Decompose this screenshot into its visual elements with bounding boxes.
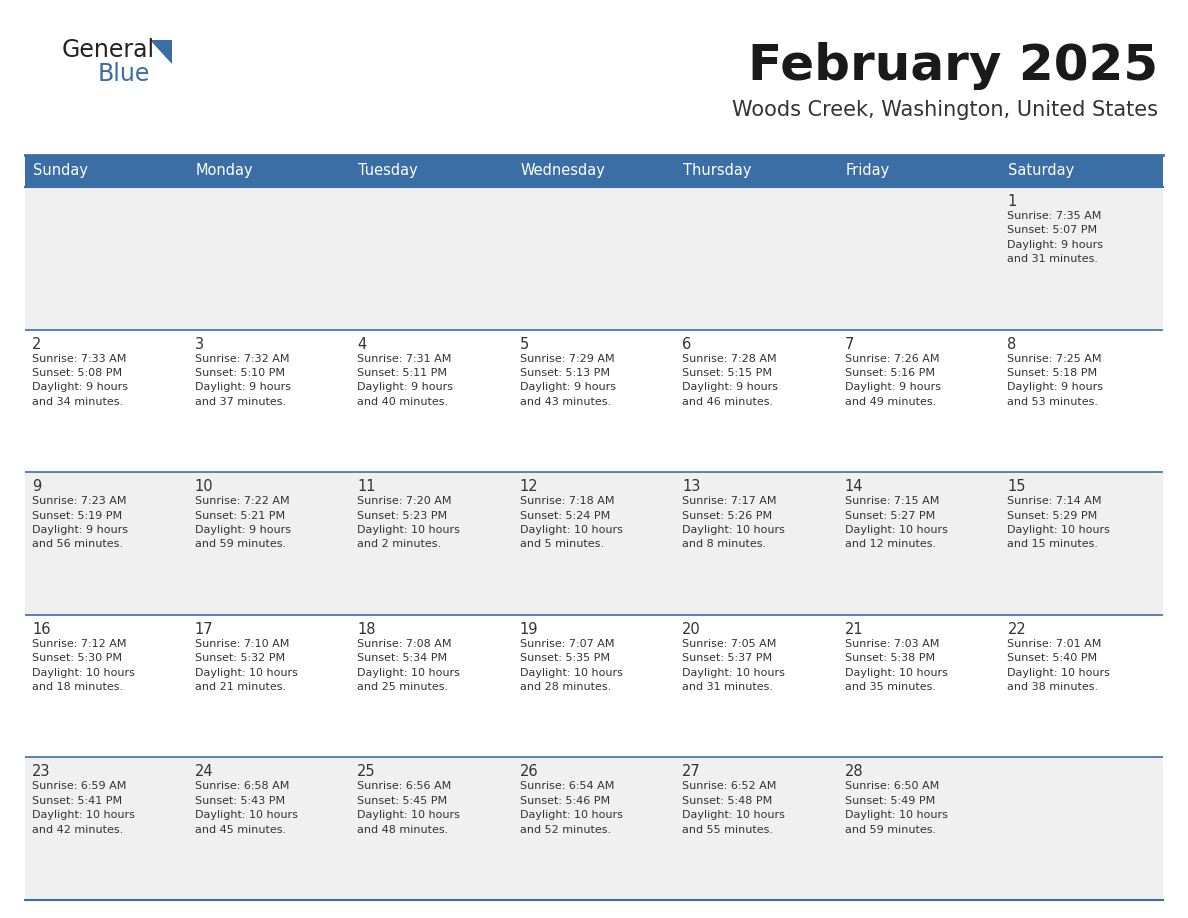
Bar <box>25 187 1163 330</box>
Text: Wednesday: Wednesday <box>520 163 606 178</box>
Text: 25: 25 <box>358 765 375 779</box>
Text: General: General <box>62 38 156 62</box>
Text: Sunrise: 7:32 AM
Sunset: 5:10 PM
Daylight: 9 hours
and 37 minutes.: Sunrise: 7:32 AM Sunset: 5:10 PM Dayligh… <box>195 353 291 407</box>
Text: 28: 28 <box>845 765 864 779</box>
Bar <box>25 757 1163 900</box>
Text: 1: 1 <box>1007 194 1017 209</box>
Text: 2: 2 <box>32 337 42 352</box>
Bar <box>25 330 1163 472</box>
Text: Sunrise: 7:14 AM
Sunset: 5:29 PM
Daylight: 10 hours
and 15 minutes.: Sunrise: 7:14 AM Sunset: 5:29 PM Dayligh… <box>1007 497 1111 549</box>
Text: Sunrise: 7:01 AM
Sunset: 5:40 PM
Daylight: 10 hours
and 38 minutes.: Sunrise: 7:01 AM Sunset: 5:40 PM Dayligh… <box>1007 639 1111 692</box>
Text: 3: 3 <box>195 337 203 352</box>
Text: Sunrise: 7:26 AM
Sunset: 5:16 PM
Daylight: 9 hours
and 49 minutes.: Sunrise: 7:26 AM Sunset: 5:16 PM Dayligh… <box>845 353 941 407</box>
Text: 14: 14 <box>845 479 864 494</box>
Text: 15: 15 <box>1007 479 1026 494</box>
Text: Monday: Monday <box>196 163 253 178</box>
Polygon shape <box>150 40 172 64</box>
Text: Sunrise: 7:22 AM
Sunset: 5:21 PM
Daylight: 9 hours
and 59 minutes.: Sunrise: 7:22 AM Sunset: 5:21 PM Dayligh… <box>195 497 291 549</box>
Text: 12: 12 <box>519 479 538 494</box>
Text: 6: 6 <box>682 337 691 352</box>
Text: Sunrise: 7:29 AM
Sunset: 5:13 PM
Daylight: 9 hours
and 43 minutes.: Sunrise: 7:29 AM Sunset: 5:13 PM Dayligh… <box>519 353 615 407</box>
Text: Sunrise: 7:07 AM
Sunset: 5:35 PM
Daylight: 10 hours
and 28 minutes.: Sunrise: 7:07 AM Sunset: 5:35 PM Dayligh… <box>519 639 623 692</box>
Text: Woods Creek, Washington, United States: Woods Creek, Washington, United States <box>732 100 1158 120</box>
Bar <box>675 155 838 187</box>
Text: 27: 27 <box>682 765 701 779</box>
Text: Sunrise: 7:31 AM
Sunset: 5:11 PM
Daylight: 9 hours
and 40 minutes.: Sunrise: 7:31 AM Sunset: 5:11 PM Dayligh… <box>358 353 453 407</box>
Text: 7: 7 <box>845 337 854 352</box>
Text: Sunrise: 7:33 AM
Sunset: 5:08 PM
Daylight: 9 hours
and 34 minutes.: Sunrise: 7:33 AM Sunset: 5:08 PM Dayligh… <box>32 353 128 407</box>
Text: 19: 19 <box>519 621 538 637</box>
Text: 22: 22 <box>1007 621 1026 637</box>
Text: 10: 10 <box>195 479 213 494</box>
Bar <box>25 615 1163 757</box>
Text: 18: 18 <box>358 621 375 637</box>
Text: 11: 11 <box>358 479 375 494</box>
Text: Sunrise: 7:18 AM
Sunset: 5:24 PM
Daylight: 10 hours
and 5 minutes.: Sunrise: 7:18 AM Sunset: 5:24 PM Dayligh… <box>519 497 623 549</box>
Text: Sunrise: 6:50 AM
Sunset: 5:49 PM
Daylight: 10 hours
and 59 minutes.: Sunrise: 6:50 AM Sunset: 5:49 PM Dayligh… <box>845 781 948 834</box>
Text: Sunrise: 7:17 AM
Sunset: 5:26 PM
Daylight: 10 hours
and 8 minutes.: Sunrise: 7:17 AM Sunset: 5:26 PM Dayligh… <box>682 497 785 549</box>
Text: Sunrise: 7:20 AM
Sunset: 5:23 PM
Daylight: 10 hours
and 2 minutes.: Sunrise: 7:20 AM Sunset: 5:23 PM Dayligh… <box>358 497 460 549</box>
Bar <box>838 155 1000 187</box>
Text: 5: 5 <box>519 337 529 352</box>
Text: Sunrise: 7:10 AM
Sunset: 5:32 PM
Daylight: 10 hours
and 21 minutes.: Sunrise: 7:10 AM Sunset: 5:32 PM Dayligh… <box>195 639 297 692</box>
Bar <box>25 472 1163 615</box>
Bar <box>350 155 513 187</box>
Text: Thursday: Thursday <box>683 163 752 178</box>
Text: Tuesday: Tuesday <box>358 163 418 178</box>
Text: 20: 20 <box>682 621 701 637</box>
Text: Sunrise: 7:15 AM
Sunset: 5:27 PM
Daylight: 10 hours
and 12 minutes.: Sunrise: 7:15 AM Sunset: 5:27 PM Dayligh… <box>845 497 948 549</box>
Text: Blue: Blue <box>97 62 151 86</box>
Text: 24: 24 <box>195 765 213 779</box>
Text: Sunrise: 7:35 AM
Sunset: 5:07 PM
Daylight: 9 hours
and 31 minutes.: Sunrise: 7:35 AM Sunset: 5:07 PM Dayligh… <box>1007 211 1104 264</box>
Text: 13: 13 <box>682 479 701 494</box>
Text: Sunrise: 6:59 AM
Sunset: 5:41 PM
Daylight: 10 hours
and 42 minutes.: Sunrise: 6:59 AM Sunset: 5:41 PM Dayligh… <box>32 781 135 834</box>
Text: Sunrise: 7:05 AM
Sunset: 5:37 PM
Daylight: 10 hours
and 31 minutes.: Sunrise: 7:05 AM Sunset: 5:37 PM Dayligh… <box>682 639 785 692</box>
Text: Sunrise: 7:12 AM
Sunset: 5:30 PM
Daylight: 10 hours
and 18 minutes.: Sunrise: 7:12 AM Sunset: 5:30 PM Dayligh… <box>32 639 135 692</box>
Text: 4: 4 <box>358 337 366 352</box>
Text: Friday: Friday <box>846 163 890 178</box>
Text: Saturday: Saturday <box>1009 163 1075 178</box>
Bar <box>513 155 675 187</box>
Text: Sunrise: 6:56 AM
Sunset: 5:45 PM
Daylight: 10 hours
and 48 minutes.: Sunrise: 6:56 AM Sunset: 5:45 PM Dayligh… <box>358 781 460 834</box>
Text: Sunrise: 6:58 AM
Sunset: 5:43 PM
Daylight: 10 hours
and 45 minutes.: Sunrise: 6:58 AM Sunset: 5:43 PM Dayligh… <box>195 781 297 834</box>
Bar <box>188 155 350 187</box>
Text: 23: 23 <box>32 765 51 779</box>
Text: Sunrise: 7:23 AM
Sunset: 5:19 PM
Daylight: 9 hours
and 56 minutes.: Sunrise: 7:23 AM Sunset: 5:19 PM Dayligh… <box>32 497 128 549</box>
Text: Sunrise: 7:08 AM
Sunset: 5:34 PM
Daylight: 10 hours
and 25 minutes.: Sunrise: 7:08 AM Sunset: 5:34 PM Dayligh… <box>358 639 460 692</box>
Bar <box>1000 155 1163 187</box>
Text: Sunrise: 7:03 AM
Sunset: 5:38 PM
Daylight: 10 hours
and 35 minutes.: Sunrise: 7:03 AM Sunset: 5:38 PM Dayligh… <box>845 639 948 692</box>
Text: 16: 16 <box>32 621 51 637</box>
Text: Sunrise: 7:25 AM
Sunset: 5:18 PM
Daylight: 9 hours
and 53 minutes.: Sunrise: 7:25 AM Sunset: 5:18 PM Dayligh… <box>1007 353 1104 407</box>
Text: Sunrise: 6:54 AM
Sunset: 5:46 PM
Daylight: 10 hours
and 52 minutes.: Sunrise: 6:54 AM Sunset: 5:46 PM Dayligh… <box>519 781 623 834</box>
Text: Sunday: Sunday <box>33 163 88 178</box>
Text: February 2025: February 2025 <box>748 42 1158 90</box>
Text: 26: 26 <box>519 765 538 779</box>
Text: Sunrise: 7:28 AM
Sunset: 5:15 PM
Daylight: 9 hours
and 46 minutes.: Sunrise: 7:28 AM Sunset: 5:15 PM Dayligh… <box>682 353 778 407</box>
Text: Sunrise: 6:52 AM
Sunset: 5:48 PM
Daylight: 10 hours
and 55 minutes.: Sunrise: 6:52 AM Sunset: 5:48 PM Dayligh… <box>682 781 785 834</box>
Text: 8: 8 <box>1007 337 1017 352</box>
Text: 21: 21 <box>845 621 864 637</box>
Text: 17: 17 <box>195 621 213 637</box>
Text: 9: 9 <box>32 479 42 494</box>
Bar <box>25 155 188 187</box>
